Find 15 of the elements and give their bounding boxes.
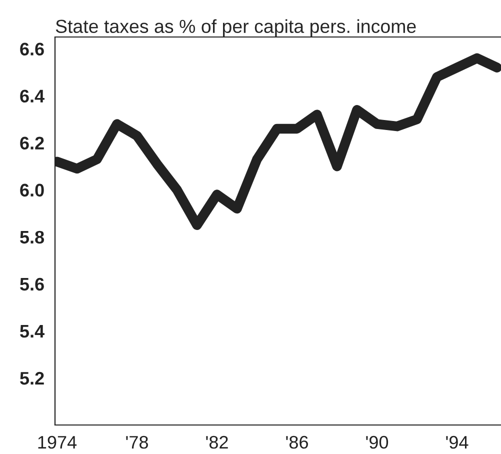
y-tick-label: 5.4	[20, 325, 44, 338]
x-tick-label: '82	[206, 436, 228, 449]
y-tick-label: 5.6	[20, 278, 44, 291]
y-tick-label: 6.2	[20, 136, 44, 150]
x-tick-label: '86	[286, 436, 308, 449]
x-tick-label: '94	[446, 436, 468, 449]
x-tick-label: '90	[366, 436, 388, 449]
chart-title: State taxes as % of per capita pers. income	[56, 19, 416, 37]
x-tick-label: 1974	[38, 436, 77, 449]
y-tick-label: 6.4	[20, 90, 44, 103]
x-tick-label: '78	[126, 436, 148, 449]
y-tick-label: 6.0	[20, 184, 44, 197]
y-tick-label: 6.6	[20, 42, 44, 56]
y-tick-label: 5.8	[20, 230, 44, 244]
y-tick-label: 5.2	[20, 372, 44, 385]
